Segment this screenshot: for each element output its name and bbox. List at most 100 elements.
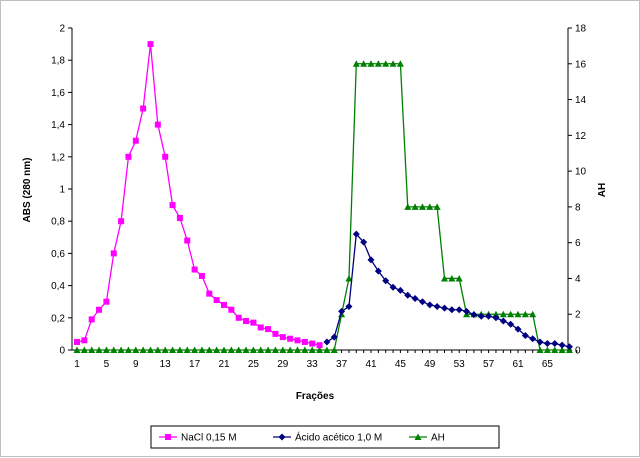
data-point [265,326,272,333]
data-point [198,272,205,279]
x-tick-label: 5 [104,359,110,370]
x-tick-label: 1 [74,359,80,370]
x-axis-title: Frações [296,391,335,402]
data-point [286,346,294,353]
data-point [492,310,500,318]
data-point [551,340,559,348]
data-point [198,346,206,353]
data-point [367,256,375,264]
data-point [191,266,198,273]
data-point [514,325,522,333]
x-tick-label: 17 [189,359,201,370]
data-point [74,338,80,345]
x-tick-label: 41 [365,359,377,370]
left-tick-label: 1,8 [51,56,65,67]
data-point [529,310,537,318]
legend-swatch-marker [278,433,286,441]
data-point [228,306,235,313]
data-point [382,277,390,285]
data-point [426,203,434,210]
data-point [220,346,228,353]
data-point [301,346,309,353]
data-point [316,346,324,353]
data-point [271,346,279,353]
data-point [140,105,147,112]
left-tick-label: 1 [59,185,65,196]
data-point [161,346,169,353]
data-point [418,203,426,210]
left-tick-label: 0,8 [51,217,65,228]
x-tick-label: 49 [424,359,436,370]
data-point [235,346,243,353]
data-point [110,346,118,353]
data-point [221,301,227,308]
data-point [257,324,264,331]
right-tick-label: 16 [575,59,587,70]
data-point [448,274,456,282]
data-point [565,343,573,351]
data-point [118,218,125,225]
data-point [448,306,456,314]
data-point [264,346,272,353]
data-point [95,346,103,353]
data-point [558,341,566,349]
data-point [492,314,500,322]
data-point [338,307,346,315]
data-point [191,346,199,353]
data-point [294,346,301,353]
left-tick-label: 1,4 [51,120,65,131]
data-point [73,346,81,353]
data-point [154,346,162,353]
data-point [521,332,529,340]
data-point [242,346,250,353]
data-point [235,314,242,321]
x-tick-label: 37 [336,359,348,370]
data-point [147,41,154,48]
x-axis: 1 5 9 13 17 21 25 29 33 37 41 45 49 53 57 61 65 [74,350,578,370]
data-point [206,290,213,297]
data-point [183,346,191,353]
data-point [470,311,478,319]
left-tick-label: 2 [59,24,65,35]
data-point [558,346,566,353]
data-point [154,121,161,128]
data-point [514,310,522,318]
data-point [411,294,419,302]
data-point [345,274,353,282]
data-point [279,334,286,341]
y-axis-title: ABS (280 nm) [22,157,33,222]
data-point [455,274,463,282]
data-point [250,319,257,326]
data-point [162,153,169,160]
data-point [404,291,412,299]
data-point [543,340,551,348]
series-group [74,41,323,349]
data-point [433,203,441,210]
data-point [110,250,117,257]
data-point [227,346,235,353]
left-y-axis: 0 0,2 0,4 0,6 0,8 1 1,2 1,4 1,6 1,8 2 [51,24,72,357]
right-tick-label: 10 [575,167,587,178]
data-point [396,286,404,294]
data-point [279,346,287,353]
data-point [103,298,110,305]
data-point [389,283,397,291]
x-tick-label: 25 [248,359,260,370]
data-point [441,304,448,312]
data-point [426,301,434,309]
data-point [507,310,515,318]
data-point [411,203,419,210]
data-point [374,60,382,67]
data-point [287,335,294,342]
data-point [81,337,88,344]
data-point [132,346,140,353]
data-point [352,60,360,67]
left-tick-label: 1,2 [51,152,65,163]
x-tick-label: 13 [160,359,172,370]
x-tick-label: 29 [277,359,289,370]
data-point [441,274,448,282]
x-tick-label: 9 [133,359,139,370]
data-point [536,338,544,346]
